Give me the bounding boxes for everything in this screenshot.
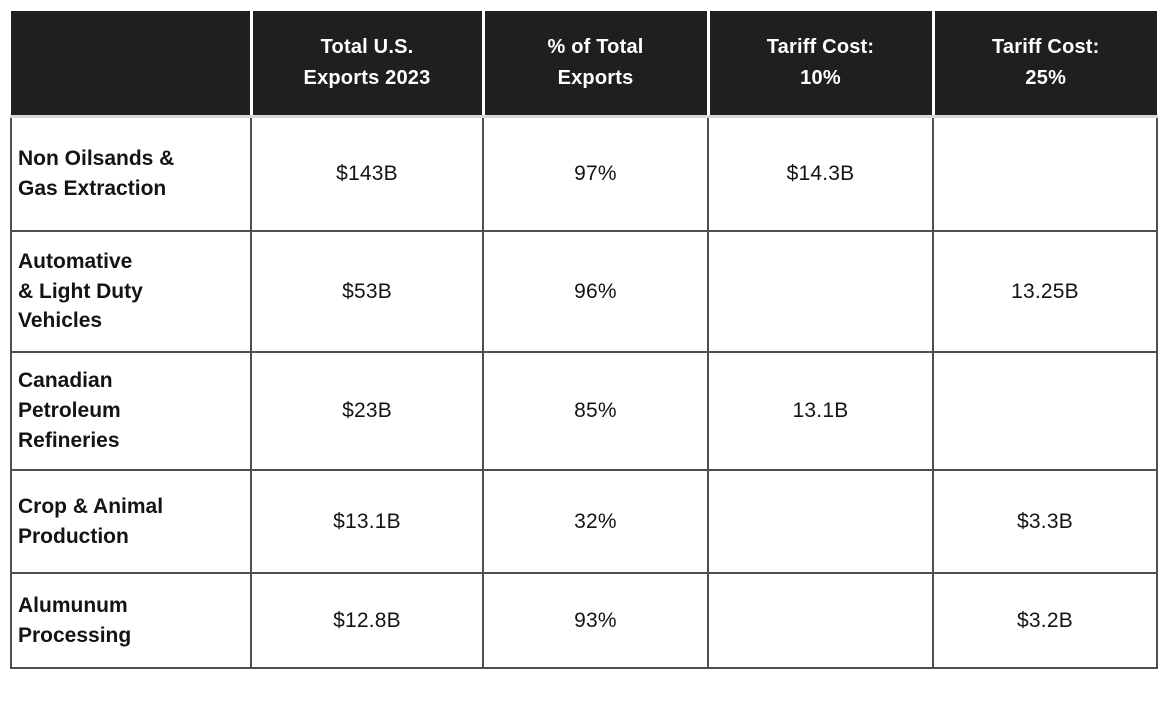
cell-tariff-10: 13.1B <box>707 351 934 471</box>
header-cell-tariff-25: Tariff Cost: 25% <box>931 11 1157 118</box>
cell-total-exports: $143B <box>250 115 484 232</box>
cell-tariff-25: $3.3B <box>932 469 1158 574</box>
cell-tariff-25 <box>932 115 1158 232</box>
cell-total-exports: $13.1B <box>250 469 484 574</box>
table-row: Alumunum Processing $12.8B 93% $3.2B <box>10 572 1158 669</box>
table-row: Crop & Animal Production $13.1B 32% $3.3B <box>10 469 1158 574</box>
row-label: Automative & Light Duty Vehicles <box>10 230 252 353</box>
table-row: Canadian Petroleum Refineries $23B 85% 13.1… <box>10 351 1158 471</box>
cell-total-exports: $23B <box>250 351 484 471</box>
tariff-table: Total U.S. Exports 2023 % of Total Expor… <box>10 11 1158 669</box>
cell-pct-of-total: 96% <box>482 230 709 353</box>
cell-tariff-25: $3.2B <box>932 572 1158 669</box>
cell-total-exports: $53B <box>250 230 484 353</box>
cell-tariff-10: $14.3B <box>707 115 934 232</box>
table-row: Non Oilsands & Gas Extraction $143B 97% $14… <box>10 115 1158 232</box>
header-cell-category <box>11 11 251 118</box>
cell-tariff-10 <box>707 572 934 669</box>
header-cell-tariff-10: Tariff Cost: 10% <box>706 11 933 118</box>
cell-tariff-10 <box>707 230 934 353</box>
cell-total-exports: $12.8B <box>250 572 484 669</box>
table-row: Automative & Light Duty Vehicles $53B 96% 1… <box>10 230 1158 353</box>
cell-tariff-25 <box>932 351 1158 471</box>
header-row: Total U.S. Exports 2023 % of Total Expor… <box>11 11 1157 118</box>
cell-tariff-25: 13.25B <box>932 230 1158 353</box>
cell-tariff-10 <box>707 469 934 574</box>
row-label: Alumunum Processing <box>10 572 252 669</box>
cell-pct-of-total: 32% <box>482 469 709 574</box>
table-body: Non Oilsands & Gas Extraction $143B 97% $14… <box>10 115 1158 669</box>
header-cell-total-exports: Total U.S. Exports 2023 <box>249 11 483 118</box>
row-label: Canadian Petroleum Refineries <box>10 351 252 471</box>
cell-pct-of-total: 97% <box>482 115 709 232</box>
header-cell-pct-of-total: % of Total Exports <box>481 11 708 118</box>
row-label: Crop & Animal Production <box>10 469 252 574</box>
cell-pct-of-total: 85% <box>482 351 709 471</box>
cell-pct-of-total: 93% <box>482 572 709 669</box>
row-label: Non Oilsands & Gas Extraction <box>10 115 252 232</box>
